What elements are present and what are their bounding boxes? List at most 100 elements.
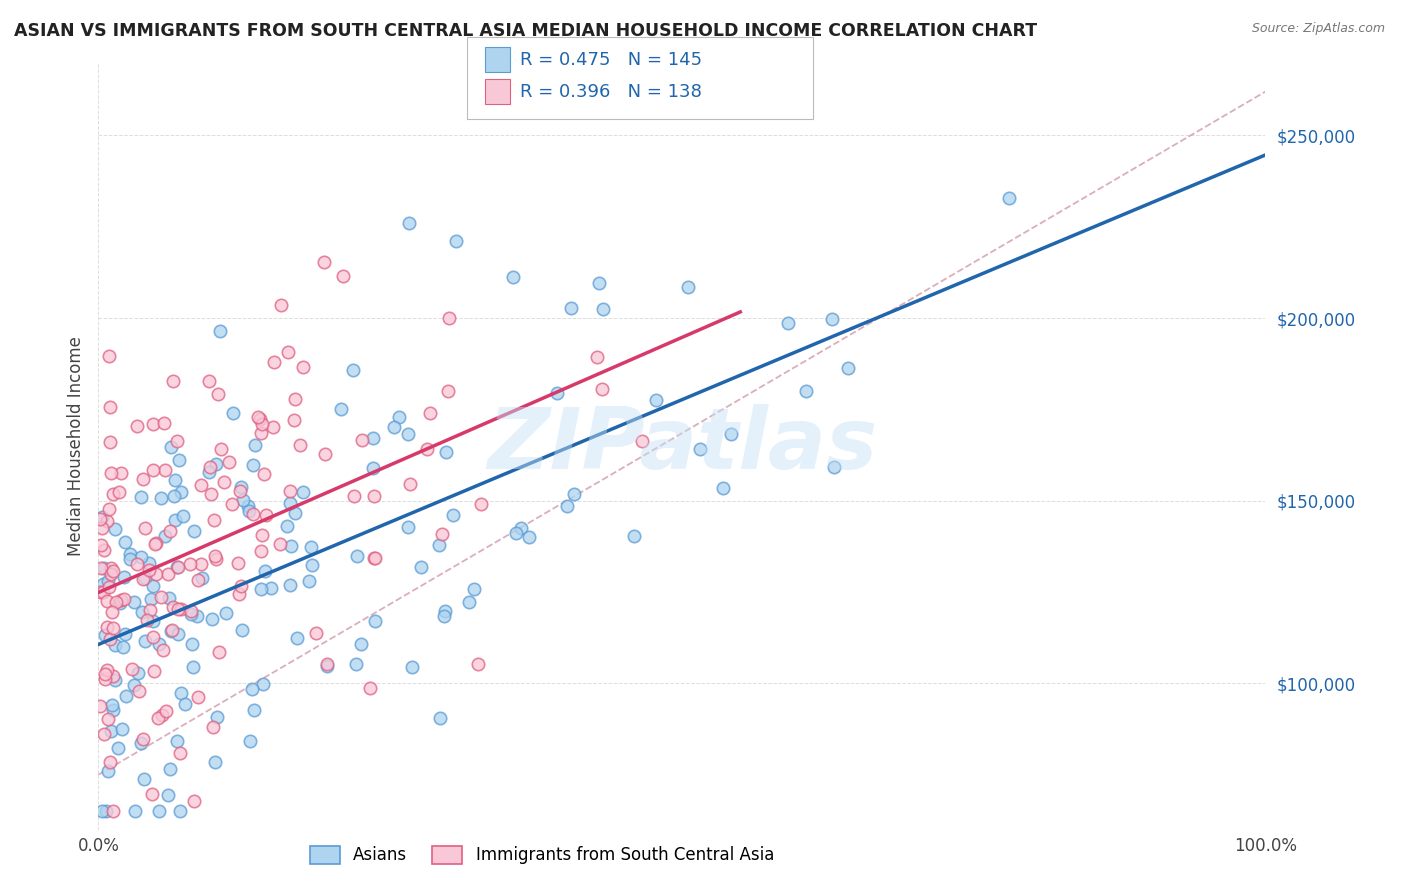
Point xyxy=(160,624,183,638)
Point xyxy=(98,632,121,647)
Point xyxy=(152,643,174,657)
Point xyxy=(142,630,165,644)
Point xyxy=(180,604,202,618)
Point xyxy=(228,587,250,601)
Point xyxy=(204,549,226,563)
Point xyxy=(94,667,117,681)
Point xyxy=(169,746,191,760)
Point xyxy=(94,805,117,819)
Point xyxy=(104,522,127,536)
Point xyxy=(112,570,135,584)
Point xyxy=(441,508,464,522)
Point xyxy=(128,684,150,698)
Point xyxy=(125,419,148,434)
Point xyxy=(94,672,117,686)
Point xyxy=(143,537,166,551)
Point xyxy=(134,772,156,786)
Point xyxy=(427,538,450,552)
Point xyxy=(305,626,328,640)
Point xyxy=(631,434,654,448)
Point xyxy=(218,455,240,469)
Point xyxy=(104,638,127,652)
Point xyxy=(129,736,152,750)
Point xyxy=(243,438,266,452)
Point xyxy=(100,400,122,414)
Point xyxy=(292,484,315,499)
Point xyxy=(90,538,112,552)
Point xyxy=(205,552,228,566)
Point xyxy=(127,665,149,680)
Point xyxy=(332,268,354,283)
Point xyxy=(90,805,112,819)
Point xyxy=(359,681,381,695)
Point xyxy=(463,582,485,596)
Point xyxy=(172,509,194,524)
Point xyxy=(183,660,205,674)
Point xyxy=(155,705,177,719)
Point xyxy=(153,529,176,543)
Point xyxy=(284,506,307,520)
Point xyxy=(998,191,1021,205)
Point xyxy=(162,489,184,503)
Point xyxy=(97,349,120,363)
Point xyxy=(342,489,364,503)
Point xyxy=(776,317,799,331)
Point xyxy=(239,734,262,748)
Point xyxy=(108,485,131,500)
Point xyxy=(157,591,180,605)
Point xyxy=(138,556,160,570)
Point xyxy=(198,460,221,475)
Point xyxy=(236,500,259,514)
Point xyxy=(350,433,373,447)
Point xyxy=(89,512,111,526)
Point xyxy=(689,442,711,456)
Point xyxy=(107,741,129,756)
Point xyxy=(163,473,186,487)
Point xyxy=(208,645,231,659)
Point xyxy=(837,360,859,375)
Point xyxy=(301,558,323,572)
Point xyxy=(108,596,131,610)
Point xyxy=(314,447,336,461)
Point xyxy=(179,558,201,572)
Point xyxy=(93,561,115,575)
Point xyxy=(198,465,221,479)
Point xyxy=(588,277,610,291)
Point xyxy=(129,490,152,504)
Point xyxy=(363,551,385,566)
Point xyxy=(150,707,173,722)
Point xyxy=(247,409,270,424)
Point xyxy=(250,582,273,597)
Point xyxy=(89,585,111,599)
Point xyxy=(205,710,228,724)
Point xyxy=(720,426,742,441)
Point xyxy=(470,497,492,511)
Point xyxy=(364,614,387,628)
Point xyxy=(398,217,420,231)
Point xyxy=(252,528,274,542)
Point xyxy=(277,345,299,359)
Point xyxy=(159,624,181,638)
Point xyxy=(215,606,238,620)
Point xyxy=(623,529,645,543)
Point xyxy=(131,550,153,565)
Point xyxy=(238,504,260,518)
Text: R = 0.475   N = 145: R = 0.475 N = 145 xyxy=(520,51,703,69)
Point xyxy=(212,475,235,489)
Point xyxy=(141,591,163,606)
Point xyxy=(93,542,115,557)
Point xyxy=(138,563,160,577)
Point xyxy=(134,521,156,535)
Point xyxy=(183,794,205,808)
Point xyxy=(364,550,387,565)
Point xyxy=(430,527,453,541)
Point xyxy=(139,603,162,617)
Point xyxy=(98,434,121,449)
Point xyxy=(114,535,136,549)
Point xyxy=(546,386,568,401)
Point xyxy=(145,535,167,549)
Point xyxy=(96,594,118,608)
Point xyxy=(94,628,117,642)
Point xyxy=(249,411,271,425)
Point xyxy=(263,355,285,369)
